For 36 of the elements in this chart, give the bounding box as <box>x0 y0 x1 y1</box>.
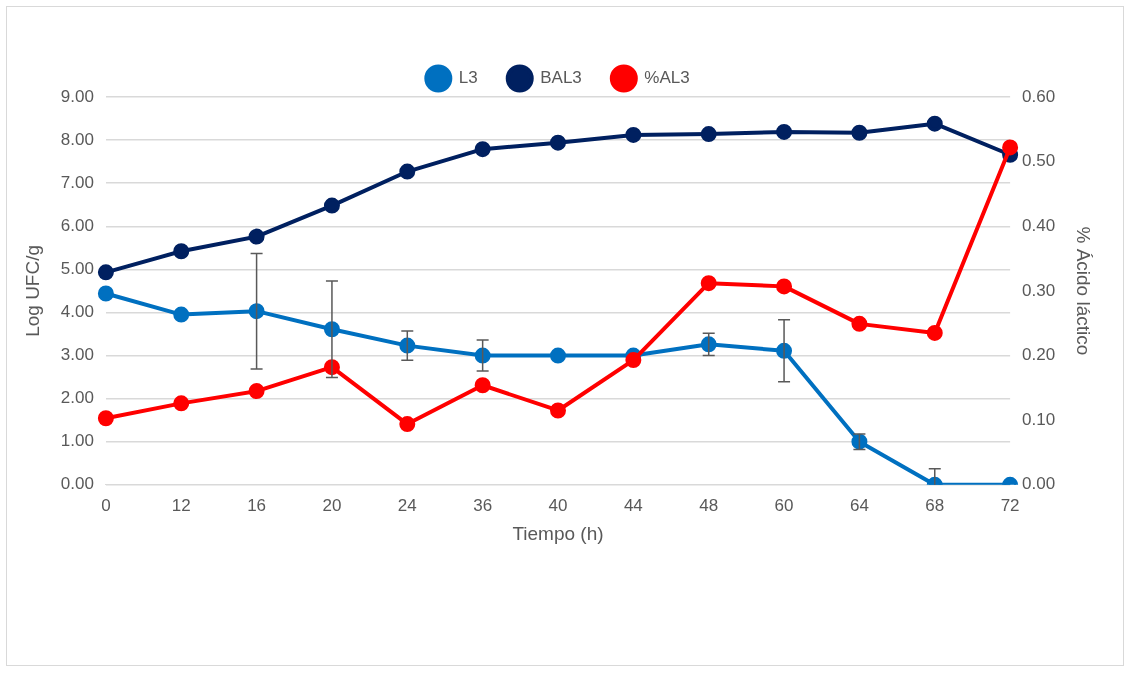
y2-axis-title: % Ácido láctico <box>1073 226 1095 356</box>
legend-label: BAL3 <box>540 68 582 88</box>
x-tick-label: 16 <box>247 495 267 515</box>
y-tick-label: 4.00 <box>60 302 94 322</box>
y-tick-label: 9.00 <box>60 86 94 106</box>
y-tick-label: 5.00 <box>60 259 94 279</box>
y-tick-label: 3.00 <box>60 345 94 365</box>
y-axis-title: Log UFC/g <box>21 244 43 337</box>
x-tick-label: 24 <box>397 495 417 515</box>
y-tick-label: 0.00 <box>60 474 94 494</box>
x-tick-label: 12 <box>171 495 191 515</box>
legend-label: L3 <box>458 68 478 88</box>
y-tick-label: 6.00 <box>60 215 94 235</box>
y-tick-label: 1.00 <box>60 431 94 451</box>
y2-tick-label: 0.30 <box>1022 280 1056 300</box>
x-tick-label: 60 <box>774 495 794 515</box>
y-tick-label: 7.00 <box>60 172 94 192</box>
y2-tick-label: 0.40 <box>1022 215 1056 235</box>
y2-tick-label: 0.60 <box>1022 86 1056 106</box>
y2-tick-label: 0.20 <box>1022 345 1056 365</box>
x-tick-label: 68 <box>925 495 945 515</box>
y2-tick-label: 0.10 <box>1022 409 1056 429</box>
y2-tick-label: 0.50 <box>1022 151 1056 171</box>
x-tick-label: 44 <box>623 495 643 515</box>
x-tick-label: 20 <box>322 495 342 515</box>
x-tick-label: 72 <box>1000 495 1020 515</box>
x-axis-title: Tiempo (h) <box>512 522 604 544</box>
x-tick-label: 36 <box>473 495 493 515</box>
x-tick-label: 48 <box>699 495 719 515</box>
y2-tick-label: 0.00 <box>1022 474 1056 494</box>
x-tick-label: 0 <box>101 495 111 515</box>
y-tick-label: 8.00 <box>60 129 94 149</box>
legend-label: %AL3 <box>644 68 690 88</box>
y-tick-label: 2.00 <box>60 388 94 408</box>
x-tick-label: 40 <box>548 495 568 515</box>
x-tick-label: 64 <box>849 495 869 515</box>
